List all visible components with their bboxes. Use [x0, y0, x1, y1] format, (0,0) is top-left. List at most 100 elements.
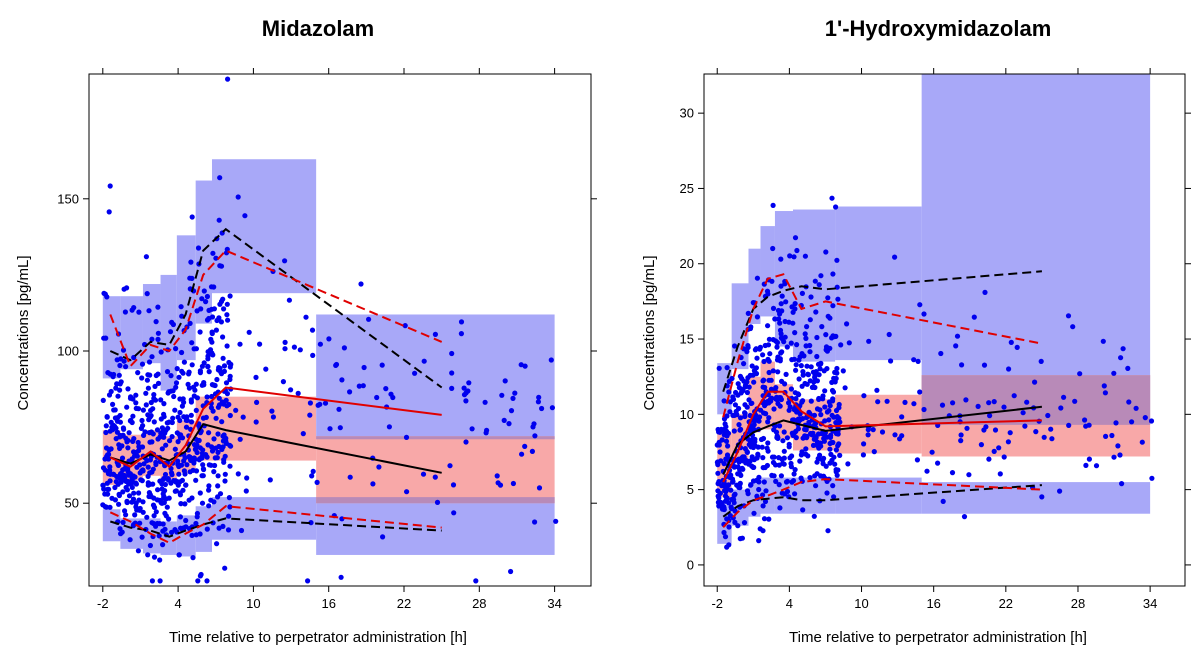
- observed-point: [512, 390, 518, 396]
- observed-point: [860, 452, 867, 458]
- observed-point: [133, 480, 139, 486]
- observed-point: [128, 417, 134, 423]
- observed-point: [963, 397, 969, 403]
- observed-point: [157, 578, 163, 584]
- observed-point: [196, 423, 202, 429]
- observed-point: [739, 465, 745, 471]
- observed-point: [866, 338, 872, 344]
- observed-point: [126, 493, 133, 499]
- observed-point: [971, 314, 977, 320]
- observed-point: [762, 498, 769, 505]
- observed-point: [738, 390, 744, 396]
- observed-point: [810, 442, 817, 448]
- observed-point: [832, 461, 838, 467]
- observed-point: [789, 430, 795, 436]
- observed-point: [174, 366, 180, 372]
- observed-point: [126, 430, 132, 436]
- observed-point: [190, 555, 196, 561]
- observed-point: [166, 419, 172, 425]
- observed-point: [1007, 430, 1013, 436]
- upper-percentile-band: [142, 284, 161, 364]
- observed-point: [107, 183, 113, 189]
- x-tick-label: 16: [926, 596, 940, 611]
- observed-point: [935, 460, 941, 466]
- observed-point: [522, 363, 528, 369]
- observed-point: [763, 488, 769, 494]
- observed-point: [110, 471, 116, 477]
- observed-point: [778, 350, 784, 356]
- observed-point: [761, 358, 767, 365]
- observed-point: [777, 327, 784, 333]
- observed-point: [451, 510, 457, 516]
- observed-point: [1022, 423, 1028, 429]
- observed-point: [135, 406, 142, 412]
- observed-point: [404, 489, 410, 495]
- observed-point: [535, 399, 542, 405]
- observed-point: [770, 368, 776, 374]
- observed-point: [915, 358, 921, 364]
- observed-point: [366, 316, 372, 322]
- observed-point: [779, 293, 785, 299]
- observed-point: [986, 456, 992, 462]
- observed-point: [803, 446, 809, 452]
- observed-point: [131, 522, 137, 528]
- observed-point: [723, 482, 730, 488]
- observed-point: [958, 432, 964, 438]
- observed-point: [148, 413, 154, 419]
- observed-point: [815, 456, 821, 462]
- observed-point: [813, 483, 819, 489]
- observed-point: [791, 471, 797, 477]
- observed-point: [116, 492, 122, 499]
- observed-point: [716, 502, 722, 508]
- observed-point: [1001, 454, 1007, 460]
- observed-point: [770, 202, 776, 208]
- observed-point: [226, 495, 232, 501]
- observed-point: [227, 293, 233, 299]
- observed-point: [370, 481, 376, 487]
- observed-point: [163, 496, 169, 502]
- observed-point: [155, 336, 161, 342]
- observed-point: [833, 204, 839, 210]
- observed-point: [729, 375, 735, 382]
- observed-point: [129, 476, 135, 482]
- observed-point: [715, 470, 721, 476]
- observed-point: [773, 478, 779, 484]
- observed-point: [752, 443, 758, 449]
- axes: -2 4 10 16 22 28 34 0 5 10 15 20 25 30: [680, 68, 1191, 611]
- observed-point: [177, 492, 183, 498]
- observed-point: [193, 532, 199, 538]
- observed-point: [871, 449, 877, 455]
- observed-point: [432, 331, 438, 337]
- observed-point: [193, 381, 199, 387]
- observed-point: [189, 532, 195, 539]
- observed-point: [447, 463, 453, 469]
- observed-median-line: [109, 386, 442, 469]
- observed-point: [337, 425, 343, 431]
- observed-point: [724, 433, 730, 439]
- observed-point: [982, 289, 988, 295]
- observed-point: [105, 491, 111, 497]
- observed-point: [774, 433, 780, 439]
- observed-point: [807, 378, 813, 384]
- observed-point: [116, 501, 122, 507]
- observed-point: [204, 578, 210, 584]
- observed-point: [204, 293, 210, 300]
- observed-point: [721, 416, 728, 422]
- observed-point: [356, 383, 362, 389]
- observed-point: [139, 375, 145, 381]
- observed-point: [776, 482, 782, 488]
- observed-point: [146, 417, 152, 423]
- observed-point: [136, 490, 142, 496]
- observed-p95-line: [109, 249, 443, 369]
- observed-point: [116, 372, 122, 378]
- observed-point: [818, 360, 824, 366]
- observed-point: [795, 426, 802, 432]
- observed-point: [784, 435, 791, 441]
- observed-point: [242, 213, 248, 219]
- observed-point: [846, 340, 852, 346]
- observed-point: [790, 320, 796, 326]
- observed-point: [757, 414, 763, 420]
- observed-point: [719, 437, 725, 443]
- observed-point: [101, 335, 107, 341]
- observed-point: [187, 320, 193, 326]
